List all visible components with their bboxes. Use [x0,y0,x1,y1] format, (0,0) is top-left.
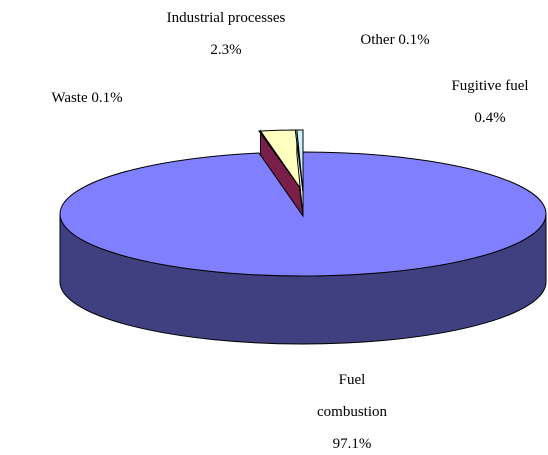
category-label: Other [360,32,395,48]
value-label: 0.1% [91,90,123,106]
value-label: 0.1% [398,32,430,48]
slice-label: Other 0.1% [330,24,460,56]
value-label: 97.1% [332,436,372,452]
slice [296,129,304,193]
value-label: 0.4% [474,110,506,126]
slice-label: Fuel combustion 97.1% [302,364,402,455]
category-label: Fuel combustion [317,372,387,420]
slice-label: Fugitive fuel 0.4% [420,70,548,134]
category-label: Fugitive fuel [451,78,529,94]
category-label: Industrial processes [166,10,286,26]
value-label: 2.3% [210,42,242,58]
slice-label: Industrial processes 2.3% [166,2,286,66]
slice-label: Waste 0.1% [12,82,162,114]
category-label: Waste [51,90,88,106]
